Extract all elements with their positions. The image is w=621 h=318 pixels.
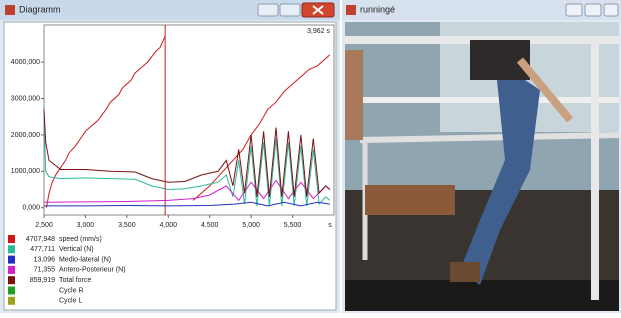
legend-swatch — [8, 266, 15, 274]
minimize-button[interactable] — [566, 4, 582, 16]
legend-label: Antero-Posterieur (N) — [59, 267, 126, 274]
legend-label: Total force — [59, 277, 91, 284]
x-tick-label: 5,000 — [242, 222, 260, 229]
desktop: Diagramm runningé 0,000 1000,000 2000,000 3… — [0, 0, 621, 313]
legend-readout: 13,096 — [34, 256, 56, 263]
window-title: Diagramm — [19, 4, 61, 14]
legend-label: Cycle R — [59, 287, 84, 294]
x-tick-label: 3,500 — [118, 222, 136, 229]
legend-readout: 477,711 — [30, 246, 55, 253]
legend-swatch — [8, 256, 15, 264]
legend-swatch — [8, 297, 15, 305]
legend-label: Vertical (N) — [59, 246, 94, 253]
x-tick-label: 3,000 — [77, 222, 95, 229]
y-tick-label: 3000,000 — [11, 95, 40, 102]
legend-swatch — [8, 276, 15, 284]
legend-label: Medio-lateral (N) — [59, 256, 111, 263]
maximize-button[interactable] — [280, 4, 300, 16]
y-tick-label: 1000,000 — [11, 168, 40, 175]
x-unit: s — [328, 222, 332, 229]
legend-swatch — [8, 235, 15, 243]
x-tick-label: 4,000 — [160, 222, 178, 229]
app-icon — [5, 5, 15, 15]
x-tick-label: 5,500 — [284, 222, 302, 229]
legend-swatch — [8, 245, 15, 253]
minimize-button[interactable] — [258, 4, 278, 16]
y-tick-label: 0,000 — [22, 205, 40, 212]
legend-label: speed (mm/s) — [59, 236, 102, 243]
screen: Diagramm runningé 0,000 1000,000 2000,000 3… — [0, 0, 621, 313]
legend-readout: 859,919 — [30, 277, 55, 284]
legend-readout: 71,355 — [34, 267, 56, 274]
maximize-button[interactable] — [585, 4, 601, 16]
legend-swatch — [8, 287, 15, 295]
app-icon — [346, 5, 356, 15]
legend-readout: 4707,948 — [26, 236, 55, 243]
cursor-label: 3,962 s — [307, 28, 330, 35]
video-frame — [345, 22, 619, 311]
x-tick-label: 2,500 — [35, 222, 53, 229]
x-tick-label: 4,500 — [201, 222, 219, 229]
legend-label: Cycle L — [59, 298, 82, 305]
y-tick-label: 2000,000 — [11, 132, 40, 139]
y-tick-label: 4000,000 — [11, 59, 40, 66]
close-button[interactable] — [604, 4, 618, 16]
window-title: runningé — [360, 4, 395, 14]
